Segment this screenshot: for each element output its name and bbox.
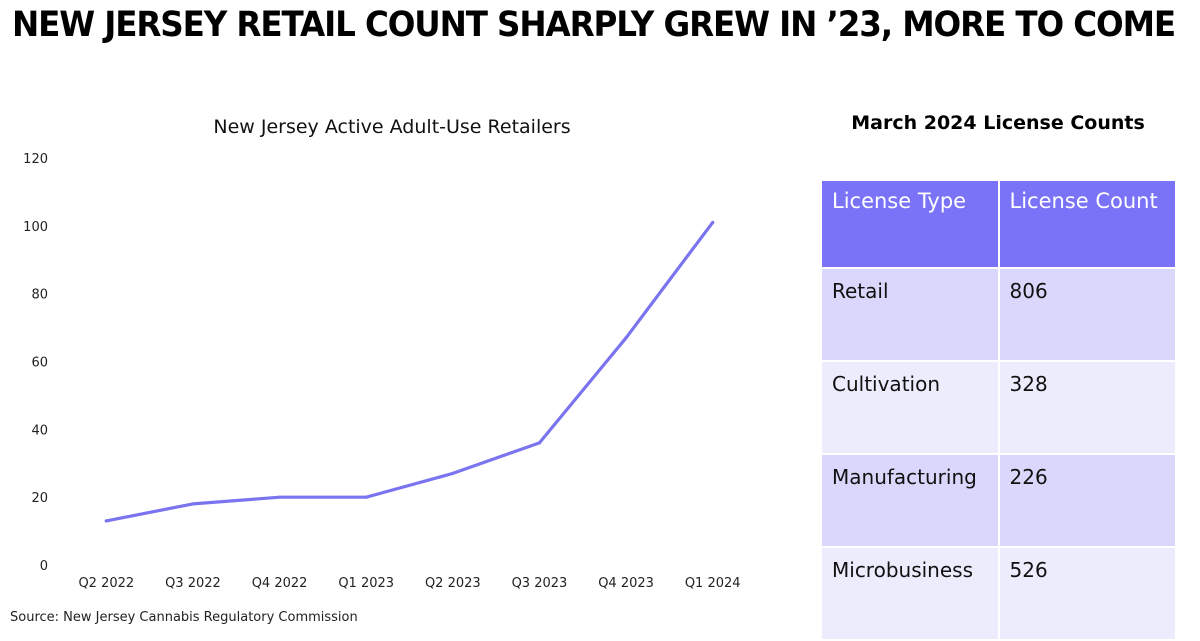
x-axis-ticks: Q2 2022 Q3 2022 Q4 2022 Q1 2023 Q2 2023 Q3 20…: [78, 576, 740, 591]
x-tick-label: Q4 2023: [598, 576, 654, 591]
license-count-cell: 526: [997, 546, 1177, 641]
data-point: [364, 495, 368, 499]
data-point: [104, 519, 108, 523]
header-license-count: License Count: [997, 179, 1177, 269]
x-tick-label: Q2 2023: [425, 576, 481, 591]
license-type-cell: Cultivation: [820, 360, 1000, 455]
y-tick-label: 40: [31, 423, 48, 438]
y-tick-label: 120: [23, 152, 48, 167]
y-tick-label: 0: [40, 559, 48, 574]
data-point: [624, 336, 628, 340]
data-point: [277, 495, 282, 499]
x-tick-label: Q1 2023: [338, 576, 394, 591]
table-row: Cultivation 328: [820, 360, 1177, 455]
table-row: Retail 806: [820, 267, 1177, 362]
license-type-cell: Microbusiness: [820, 546, 1000, 641]
x-tick-label: Q2 2022: [78, 576, 134, 591]
x-tick-label: Q4 2022: [252, 576, 308, 591]
data-point: [711, 220, 715, 225]
license-count-cell: 806: [997, 267, 1177, 362]
license-count-cell: 226: [997, 453, 1177, 548]
y-tick-label: 20: [31, 491, 48, 506]
chart-title: New Jersey Active Adult-Use Retailers: [213, 116, 571, 138]
data-point: [451, 471, 455, 476]
y-tick-label: 60: [31, 356, 48, 371]
data-point: [191, 502, 195, 506]
x-tick-label: Q3 2022: [165, 576, 221, 591]
y-tick-label: 100: [23, 220, 48, 235]
y-axis-ticks: 0 20 40 60 80 100 120: [23, 152, 48, 574]
license-type-cell: Retail: [820, 267, 1000, 362]
y-tick-label: 80: [31, 288, 48, 303]
table-row: Microbusiness 526: [820, 546, 1177, 641]
table-title: March 2024 License Counts: [851, 112, 1145, 134]
license-count-table: License Type License Count Retail 806 Cu…: [820, 179, 1177, 641]
data-point: [537, 441, 542, 445]
x-tick-label: Q3 2023: [512, 576, 568, 591]
line-chart: 0 20 40 60 80 100 120 Q2 2022 Q3 2022 Q4 2022 Q1 …: [23, 152, 740, 591]
table-row: Manufacturing 226: [820, 453, 1177, 548]
series-retailers: [104, 220, 715, 523]
series-line: [104, 220, 715, 523]
table-header-row: License Type License Count: [820, 179, 1177, 269]
x-tick-label: Q1 2024: [685, 576, 741, 591]
header-license-type: License Type: [820, 179, 1000, 269]
page-headline: NEW JERSEY RETAIL COUNT SHARPLY GREW IN …: [12, 5, 1176, 45]
source-note: Source: New Jersey Cannabis Regulatory C…: [10, 610, 358, 625]
license-count-cell: 328: [997, 360, 1177, 455]
license-type-cell: Manufacturing: [820, 453, 1000, 548]
